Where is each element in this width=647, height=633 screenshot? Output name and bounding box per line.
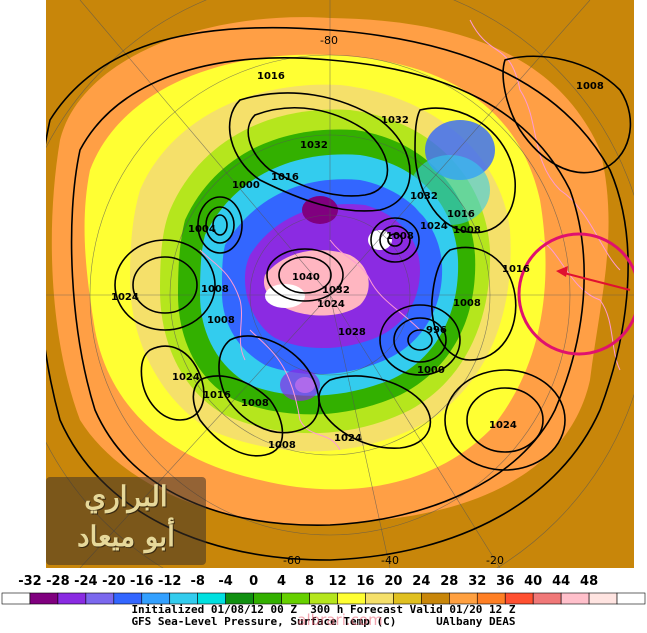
isobar-label: 1000 <box>417 365 445 376</box>
isobar-label: 1016 <box>271 172 299 183</box>
colorbar-swatch <box>1 592 31 605</box>
isobar-label: 1008 <box>386 231 414 242</box>
isobar-label: 1040 <box>292 272 320 283</box>
isobar-label: 1016 <box>502 264 530 275</box>
isobar-label: 1008 <box>453 298 481 309</box>
colorbar-tick-label: 36 <box>496 574 515 589</box>
caption-line-2: GFS Sea-Level Pressure, Surface Temp (C)… <box>131 615 516 628</box>
map-caption: Initialized 01/08/12 00 Z 300 h Forecast… <box>0 604 647 628</box>
isobar-label: 1016 <box>203 390 231 401</box>
isobar-label: 1024 <box>420 221 448 232</box>
isobar-label: 1032 <box>410 191 438 202</box>
isobar-label: 1000 <box>232 180 260 191</box>
colorbar-tick-label: 20 <box>384 574 403 589</box>
isobar-label: 1032 <box>322 285 350 296</box>
colorbar-tick-label: 8 <box>304 574 315 589</box>
colorbar-tick-label: -32 <box>18 574 42 589</box>
logo-line-2: أبو ميعاد <box>77 520 175 553</box>
isobar-label: 1024 <box>334 433 362 444</box>
colorbar-tick-label: 0 <box>249 574 259 589</box>
longitude-labels: -80 -60 -40 -20 <box>283 34 504 567</box>
colorbar-labels: -32 -28 -24 -20 -16 -12 -8 -4 0 4 8 12 16 20 24 28 32 36 4… <box>0 572 647 592</box>
colorbar-swatch <box>588 592 618 605</box>
colorbar-tick-label: -28 <box>46 574 70 589</box>
isobar-label: 1032 <box>381 115 409 126</box>
colorbar-swatch <box>85 592 115 605</box>
isobar-label: 1016 <box>447 209 475 220</box>
isobar-label: 1032 <box>300 140 328 151</box>
isobar-label: 1024 <box>172 372 200 383</box>
isobar-label: 1008 <box>201 284 229 295</box>
colorbar-tick-label: 16 <box>356 574 375 589</box>
temperature-colorbar <box>1 592 646 605</box>
colorbar-swatch <box>57 592 87 605</box>
isobar-label: 1024 <box>489 420 517 431</box>
isobar-label: 1008 <box>207 315 235 326</box>
isobar-label: 1004 <box>188 224 216 235</box>
isobar-label: 996 <box>426 325 447 336</box>
isobar-label: 1024 <box>317 299 345 310</box>
cyan-blob-ne <box>410 155 490 225</box>
logo-watermark: البراري أبو ميعاد <box>46 477 206 565</box>
isobar-label: 1024 <box>111 292 139 303</box>
isobar-label: 1028 <box>338 327 366 338</box>
longitude-label: -60 <box>283 554 301 567</box>
colorbar-tick-label: 4 <box>277 574 287 589</box>
weather-map: 1016 1032 1032 1008 1016 1000 1032 1016 … <box>46 0 634 568</box>
isobar-label: 1008 <box>268 440 296 451</box>
longitude-label: -40 <box>381 554 399 567</box>
colorbar-swatch <box>616 592 646 605</box>
colorbar-tick-label: 32 <box>468 574 487 589</box>
longitude-label: -80 <box>320 34 338 47</box>
colorbar-swatch <box>532 592 562 605</box>
logo-line-1: البراري <box>84 480 168 513</box>
isobars <box>46 26 632 561</box>
arrow-head <box>556 266 568 277</box>
colorbar-tick-label: -8 <box>190 574 205 589</box>
isobar-label: 1008 <box>576 81 604 92</box>
longitude-label: -20 <box>486 554 504 567</box>
colorbar-tick-label: -4 <box>218 574 233 589</box>
isobar-label: 1008 <box>241 398 269 409</box>
colorbar-tick-label: 12 <box>328 574 347 589</box>
colorbar-tick-label: 40 <box>524 574 543 589</box>
colorbar-tick-label: 24 <box>412 574 431 589</box>
colorbar-swatch <box>29 592 59 605</box>
colorbar-tick-label: 48 <box>580 574 599 589</box>
coastlines <box>199 19 621 451</box>
purple-blob-2 <box>280 369 320 401</box>
isobar-labels: 1016 1032 1032 1008 1016 1000 1032 1016 … <box>111 71 604 451</box>
caption-line-1: Initialized 01/08/12 00 Z 300 h Forecast… <box>131 603 516 616</box>
isobar-label: 1008 <box>453 225 481 236</box>
highlight-arrow <box>559 271 631 291</box>
colorbar-tick-label: -20 <box>102 574 126 589</box>
highlight-circle <box>517 232 634 356</box>
colorbar-tick-label: 44 <box>552 574 571 589</box>
isobar-label: 1016 <box>257 71 285 82</box>
colorbar-swatch <box>560 592 590 605</box>
colorbar-tick-label: -12 <box>157 574 182 589</box>
colorbar-tick-label: -24 <box>74 574 98 589</box>
colorbar-tick-label: -16 <box>130 574 154 589</box>
colorbar-tick-label: 28 <box>440 574 459 589</box>
